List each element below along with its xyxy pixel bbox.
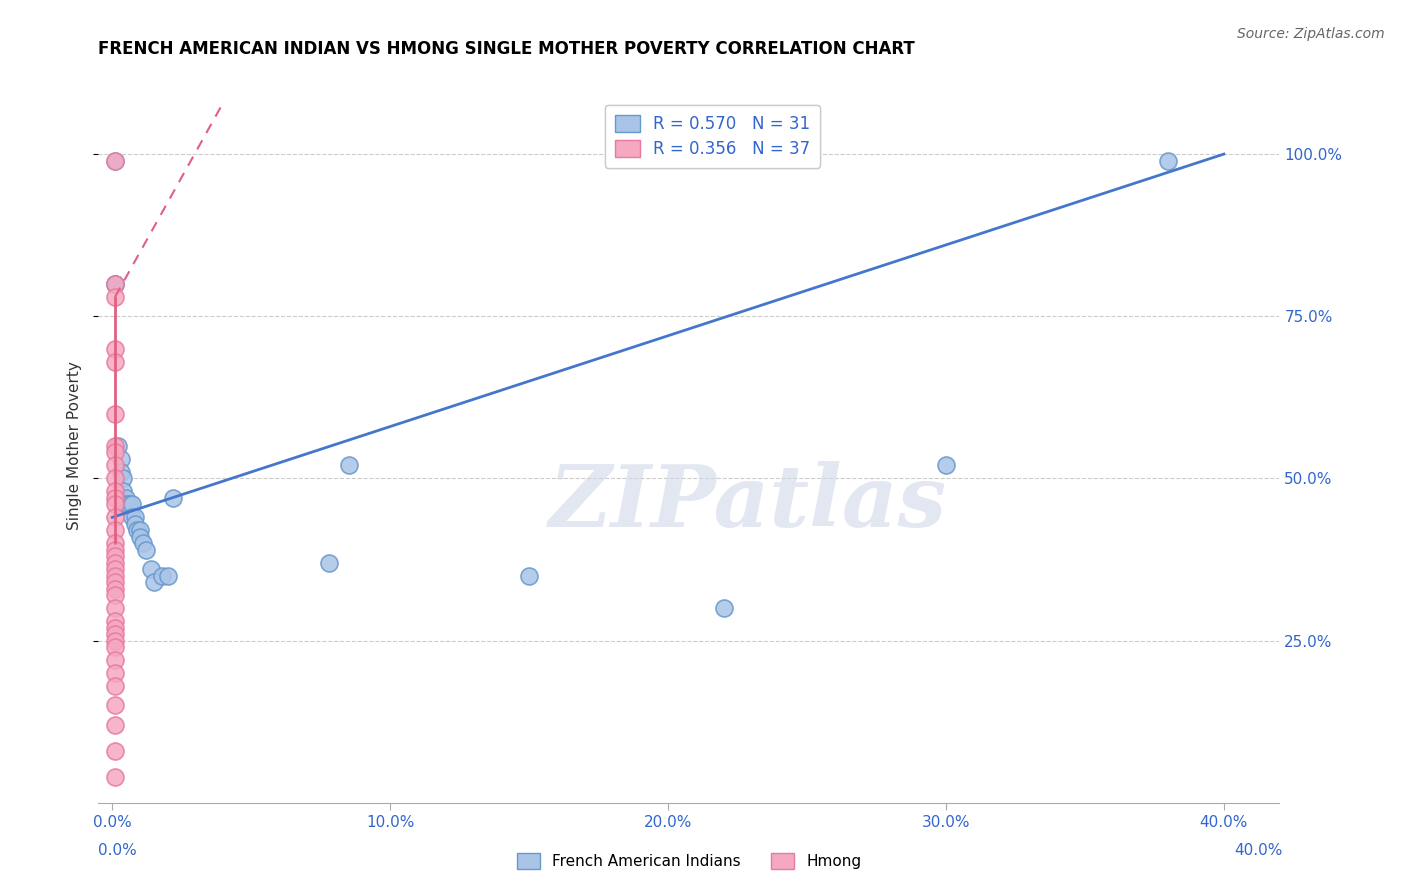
- Point: [112, 471, 135, 485]
- Point: [104, 407, 127, 421]
- Point: [104, 562, 127, 576]
- Point: [104, 290, 127, 304]
- Point: [104, 510, 127, 524]
- Point: [104, 679, 127, 693]
- Point: [104, 614, 127, 628]
- Point: [135, 542, 157, 557]
- Point: [104, 653, 127, 667]
- Point: [104, 342, 127, 356]
- Point: [104, 640, 127, 654]
- Point: [104, 633, 127, 648]
- Point: [104, 153, 127, 168]
- Point: [118, 497, 141, 511]
- Point: [121, 497, 143, 511]
- Text: FRENCH AMERICAN INDIAN VS HMONG SINGLE MOTHER POVERTY CORRELATION CHART: FRENCH AMERICAN INDIAN VS HMONG SINGLE M…: [98, 40, 915, 58]
- Point: [104, 536, 127, 550]
- Point: [124, 510, 146, 524]
- Y-axis label: Single Mother Poverty: Single Mother Poverty: [67, 361, 83, 531]
- Point: [150, 568, 173, 582]
- Point: [121, 510, 143, 524]
- Point: [104, 744, 127, 758]
- Point: [104, 627, 127, 641]
- Point: [104, 556, 127, 570]
- Point: [143, 575, 166, 590]
- Point: [129, 524, 152, 538]
- Point: [124, 516, 146, 531]
- Point: [104, 471, 127, 485]
- Text: ZIPatlas: ZIPatlas: [548, 461, 948, 545]
- Point: [104, 458, 127, 473]
- Point: [115, 497, 138, 511]
- Legend: R = 0.570   N = 31, R = 0.356   N = 37: R = 0.570 N = 31, R = 0.356 N = 37: [605, 104, 820, 168]
- Point: [127, 524, 149, 538]
- Point: [104, 568, 127, 582]
- Text: 0.0%: 0.0%: [98, 843, 138, 858]
- Point: [162, 491, 184, 505]
- Point: [104, 582, 127, 596]
- Point: [104, 588, 127, 602]
- Point: [104, 666, 127, 681]
- Point: [104, 497, 127, 511]
- Point: [713, 601, 735, 615]
- Point: [104, 277, 127, 291]
- Point: [104, 621, 127, 635]
- Point: [104, 153, 127, 168]
- Point: [935, 458, 957, 473]
- Point: [104, 354, 127, 368]
- Point: [112, 484, 135, 499]
- Point: [141, 562, 163, 576]
- Point: [104, 601, 127, 615]
- Point: [104, 484, 127, 499]
- Point: [1157, 153, 1180, 168]
- Point: [104, 575, 127, 590]
- Point: [110, 452, 132, 467]
- Point: [337, 458, 360, 473]
- Point: [104, 549, 127, 564]
- Point: [107, 439, 129, 453]
- Point: [104, 718, 127, 732]
- Point: [104, 439, 127, 453]
- Point: [104, 770, 127, 784]
- Text: 40.0%: 40.0%: [1234, 843, 1282, 858]
- Point: [110, 465, 132, 479]
- Point: [104, 445, 127, 459]
- Point: [104, 277, 127, 291]
- Point: [129, 530, 152, 544]
- Point: [104, 698, 127, 713]
- Point: [104, 524, 127, 538]
- Point: [318, 556, 340, 570]
- Point: [115, 491, 138, 505]
- Text: Source: ZipAtlas.com: Source: ZipAtlas.com: [1237, 27, 1385, 41]
- Point: [132, 536, 155, 550]
- Point: [104, 277, 127, 291]
- Point: [104, 491, 127, 505]
- Point: [104, 542, 127, 557]
- Point: [156, 568, 179, 582]
- Legend: French American Indians, Hmong: French American Indians, Hmong: [510, 847, 868, 875]
- Point: [517, 568, 540, 582]
